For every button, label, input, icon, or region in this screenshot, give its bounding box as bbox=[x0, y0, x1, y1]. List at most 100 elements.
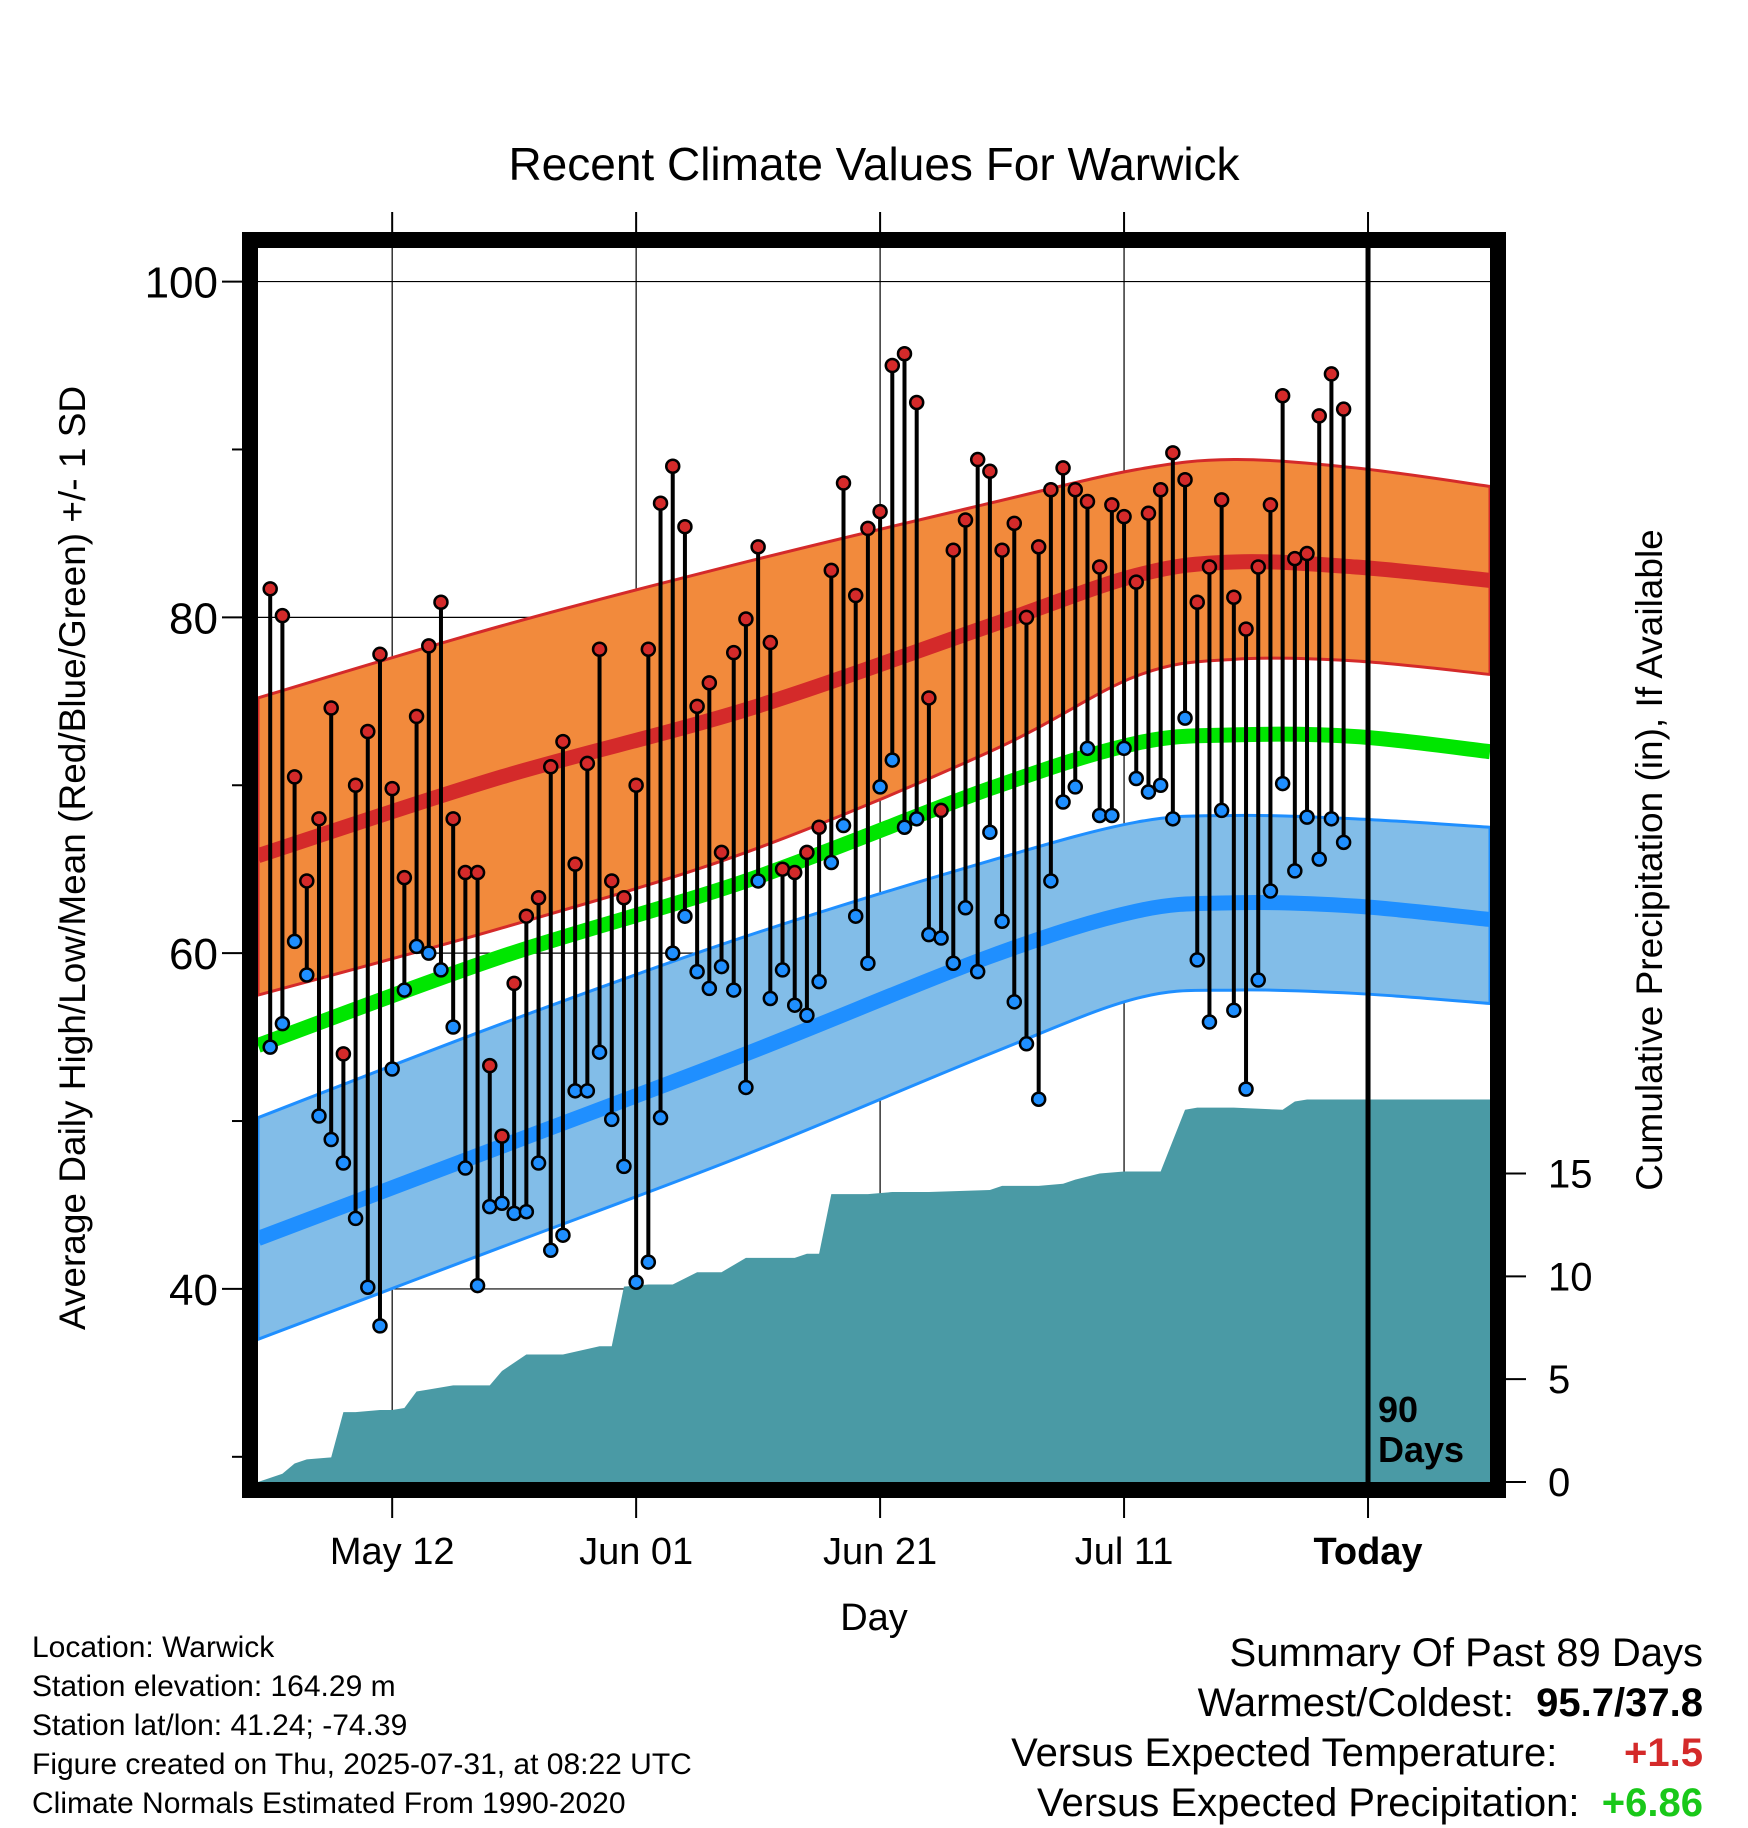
daily-low-point bbox=[872, 779, 888, 795]
daily-low-point bbox=[969, 963, 986, 980]
daily-high-point bbox=[421, 638, 437, 654]
daily-low-point bbox=[835, 817, 852, 834]
daily-low-point bbox=[982, 824, 998, 841]
precip-value: +6.86 bbox=[1601, 1781, 1703, 1825]
daily-low-point bbox=[713, 958, 730, 975]
daily-low-point bbox=[774, 962, 791, 978]
daily-high-point bbox=[652, 495, 669, 511]
daily-high-point bbox=[933, 802, 949, 819]
daily-high-point bbox=[896, 346, 913, 362]
y-tick-label: 100 bbox=[145, 259, 218, 308]
today-days-count: 90 bbox=[1378, 1389, 1418, 1430]
daily-low-point bbox=[506, 1205, 522, 1222]
daily-high-point bbox=[299, 873, 315, 889]
daily-low-point bbox=[677, 908, 693, 924]
daily-low-point bbox=[1262, 883, 1279, 899]
daily-high-point bbox=[1165, 445, 1181, 461]
daily-high-point bbox=[1177, 471, 1193, 488]
daily-high-point bbox=[262, 581, 278, 597]
daily-high-point bbox=[1104, 497, 1120, 513]
daily-low-point bbox=[1055, 794, 1071, 810]
daily-low-point bbox=[1226, 1002, 1242, 1018]
daily-low-point bbox=[750, 873, 766, 889]
daily-low-point bbox=[1152, 777, 1169, 794]
plot-frame bbox=[242, 232, 1506, 1498]
warm-cold-value: 95.7/37.8 bbox=[1536, 1681, 1703, 1725]
daily-low-point bbox=[421, 945, 437, 961]
daily-low-point bbox=[689, 963, 705, 980]
daily-low-point bbox=[262, 1039, 278, 1055]
daily-high-point bbox=[384, 780, 400, 797]
daily-high-point bbox=[396, 869, 413, 886]
daily-low-point bbox=[445, 1019, 461, 1035]
daily-high-point bbox=[603, 873, 620, 889]
precip-row: Versus Expected Precipitation: +6.86 bbox=[1011, 1778, 1703, 1828]
daily-low-point bbox=[701, 980, 718, 997]
daily-low-point bbox=[299, 967, 315, 983]
y2-axis-label: Cumulative Precipitation (in), If Availa… bbox=[1629, 529, 1670, 1191]
y2-tick-label: 5 bbox=[1548, 1358, 1570, 1402]
daily-high-point bbox=[1299, 545, 1315, 562]
daily-low-point bbox=[469, 1277, 486, 1294]
daily-low-point bbox=[1116, 740, 1132, 757]
daily-high-point bbox=[579, 755, 596, 772]
daily-high-point bbox=[1274, 387, 1291, 404]
daily-high-point bbox=[311, 811, 327, 827]
daily-high-point bbox=[640, 641, 657, 658]
x-tick-label: Jun 01 bbox=[579, 1531, 693, 1573]
x-tick-label: Today bbox=[1313, 1531, 1422, 1573]
daily-low-point bbox=[957, 900, 974, 916]
daily-low-point bbox=[457, 1160, 474, 1176]
daily-high-point bbox=[286, 769, 303, 785]
precip-area bbox=[258, 1099, 1490, 1482]
daily-high-point bbox=[1311, 408, 1327, 424]
daily-high-point bbox=[1091, 559, 1108, 575]
daily-high-point bbox=[725, 644, 742, 661]
daily-low-point bbox=[616, 1158, 632, 1175]
daily-high-point bbox=[750, 539, 766, 555]
temp-label: Versus Expected Temperature: bbox=[1011, 1731, 1558, 1775]
daily-high-point bbox=[945, 542, 962, 558]
daily-low-point bbox=[1030, 1091, 1047, 1107]
daily-high-point bbox=[506, 975, 522, 992]
daily-high-point bbox=[799, 844, 815, 861]
daily-low-point bbox=[1165, 811, 1181, 827]
daily-high-point bbox=[567, 856, 583, 872]
daily-high-point bbox=[786, 864, 803, 881]
daily-low-point bbox=[1043, 873, 1059, 889]
precip-label: Versus Expected Precipitation: bbox=[1037, 1781, 1580, 1825]
daily-high-point bbox=[957, 512, 974, 528]
daily-high-point bbox=[347, 777, 364, 794]
daily-low-point bbox=[725, 982, 742, 998]
daily-low-point bbox=[1201, 1014, 1218, 1030]
daily-low-point bbox=[664, 945, 681, 961]
daily-high-point bbox=[408, 708, 425, 725]
daily-low-point bbox=[1238, 1081, 1254, 1097]
created-text: Figure created on Thu, 2025-07-31, at 08… bbox=[32, 1748, 692, 1781]
daily-high-point bbox=[884, 357, 901, 374]
daily-high-point bbox=[908, 394, 925, 411]
daily-high-point bbox=[1067, 482, 1084, 498]
daily-low-point bbox=[591, 1044, 608, 1060]
daily-low-point bbox=[1287, 863, 1303, 879]
daily-low-point bbox=[847, 908, 864, 924]
daily-high-point bbox=[1128, 574, 1145, 590]
daily-high-point bbox=[1201, 559, 1218, 575]
y-tick-label: 40 bbox=[169, 1266, 218, 1315]
daily-low-point bbox=[762, 990, 779, 1007]
daily-low-point bbox=[603, 1111, 620, 1128]
y-tick-label: 80 bbox=[169, 594, 218, 643]
daily-high-point bbox=[1262, 497, 1279, 513]
daily-high-point bbox=[701, 675, 718, 691]
daily-high-point bbox=[677, 518, 693, 535]
daily-low-point bbox=[640, 1254, 657, 1270]
daily-high-point bbox=[689, 698, 705, 715]
daily-high-point bbox=[811, 819, 827, 835]
daily-low-point bbox=[945, 955, 962, 971]
daily-high-point bbox=[847, 587, 864, 604]
daily-high-point bbox=[433, 594, 449, 611]
daily-high-point bbox=[1189, 594, 1205, 611]
daily-low-point bbox=[896, 819, 913, 835]
daily-high-point bbox=[1213, 492, 1230, 508]
